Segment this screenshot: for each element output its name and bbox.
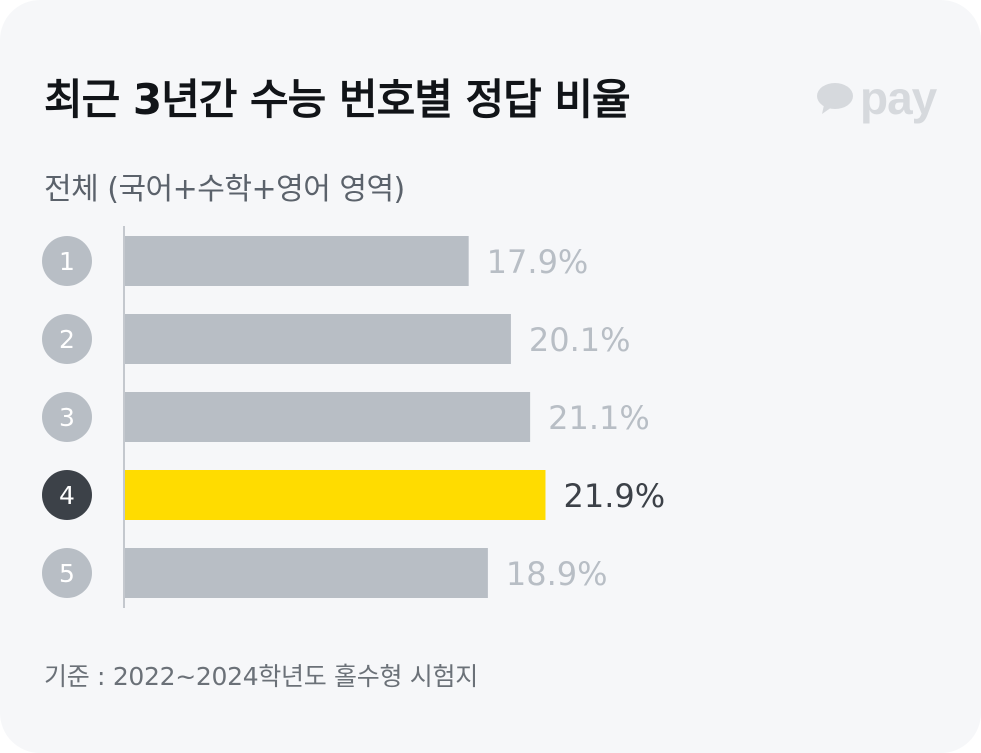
answer-number-label: 4: [59, 481, 75, 510]
bar-value-label: 21.9%: [563, 477, 665, 515]
source-footnote: 기준 : 2022~2024학년도 홀수형 시험지: [44, 662, 478, 691]
bar: [125, 548, 488, 598]
answer-number-label: 5: [59, 559, 75, 588]
chart-title: 최근 3년간 수능 번호별 정답 비율: [44, 75, 631, 124]
answer-number-badge: [42, 236, 92, 286]
bar: [125, 314, 511, 364]
answer-number-badge: [42, 548, 92, 598]
speech-bubble-icon: [817, 83, 853, 114]
chart-subtitle: 전체 (국어+수학+영어 영역): [44, 172, 405, 207]
bar: [125, 236, 469, 286]
logo-text: pay: [860, 72, 937, 124]
answer-number-label: 1: [59, 247, 75, 276]
bar-value-label: 20.1%: [529, 321, 631, 359]
kakaopay-logo: pay: [816, 72, 937, 124]
bar-value-label: 21.1%: [548, 399, 650, 437]
bar-value-label: 17.9%: [487, 243, 589, 281]
answer-number-label: 2: [59, 325, 75, 354]
answer-number-badge: [42, 392, 92, 442]
answer-number-badge: [42, 470, 92, 520]
bar: [125, 392, 531, 442]
bar-value-label: 18.9%: [506, 555, 608, 593]
answer-number-badge: [42, 314, 92, 364]
bar: [125, 470, 546, 520]
answer-number-label: 3: [59, 403, 75, 432]
